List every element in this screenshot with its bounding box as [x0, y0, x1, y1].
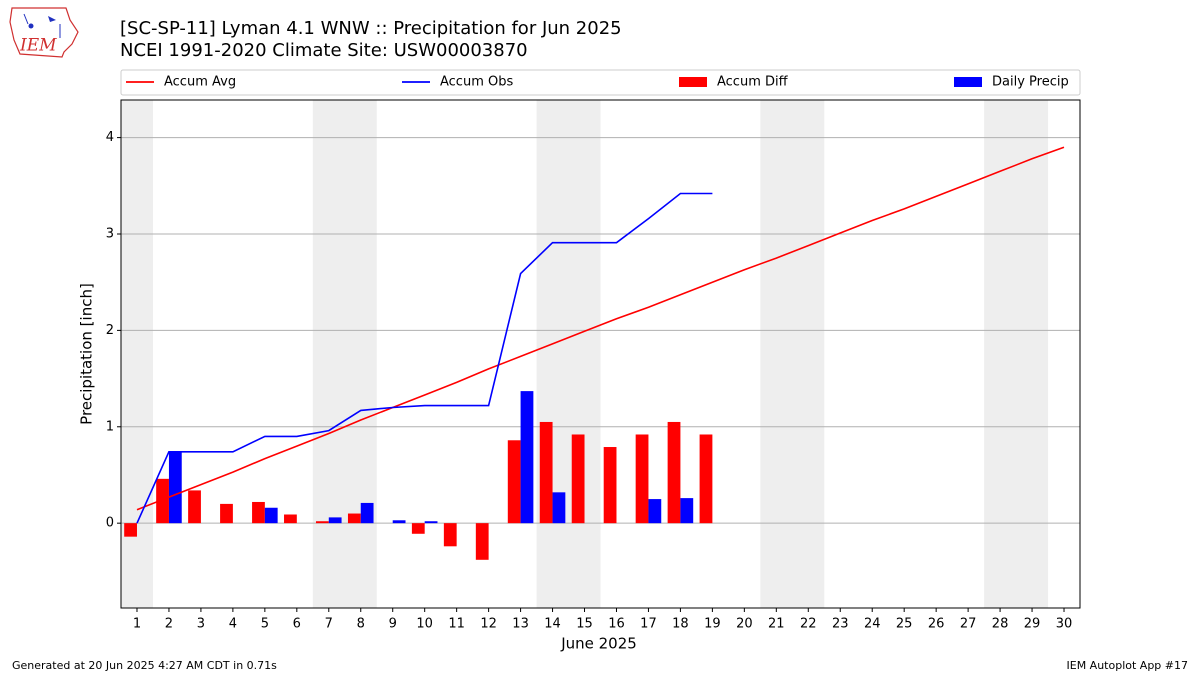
bar [264, 507, 278, 524]
x-tick-label: 9 [389, 617, 397, 632]
x-tick-label: 4 [229, 617, 237, 632]
bar [475, 523, 489, 560]
bar [347, 513, 361, 524]
x-tick-label: 23 [832, 617, 849, 632]
chart-title: [SC-SP-11] Lyman 4.1 WNW :: Precipitatio… [120, 18, 622, 39]
bar [168, 451, 182, 524]
y-tick-label: 4 [106, 130, 114, 145]
bar [328, 517, 342, 524]
bar [188, 490, 201, 524]
x-tick-label: 10 [416, 617, 433, 632]
x-tick-label: 22 [800, 617, 817, 632]
legend-label: Accum Diff [717, 75, 789, 90]
y-tick-label: 0 [106, 516, 114, 531]
bar [360, 502, 374, 524]
x-tick-label: 17 [640, 617, 657, 632]
weekend-shade [760, 100, 825, 608]
logo: IEM [9, 7, 79, 58]
x-tick-label: 2 [165, 617, 173, 632]
y-tick-label: 3 [106, 226, 114, 241]
x-tick-label: 16 [608, 617, 625, 632]
x-tick-label: 13 [512, 617, 529, 632]
footer-left: Generated at 20 Jun 2025 4:27 AM CDT in … [12, 659, 277, 672]
bar [539, 421, 553, 524]
weekend-shade [312, 100, 377, 608]
legend-swatch [679, 77, 707, 87]
x-tick-label: 14 [544, 617, 561, 632]
x-tick-label: 8 [357, 617, 365, 632]
logo-text: IEM [19, 36, 57, 56]
legend-label: Accum Avg [164, 75, 236, 90]
bar [220, 503, 233, 524]
y-tick-label: 2 [106, 323, 114, 338]
line [136, 192, 713, 524]
x-tick-label: 30 [1056, 617, 1073, 632]
plot-area [121, 100, 1080, 608]
bar [571, 434, 585, 524]
footer-right: IEM Autoplot App #17 [1067, 659, 1189, 672]
bar [552, 492, 566, 524]
bar [699, 434, 713, 524]
legend-label: Daily Precip [992, 75, 1069, 90]
bar [635, 434, 649, 524]
x-tick-label: 11 [448, 617, 465, 632]
x-tick-label: 6 [293, 617, 301, 632]
x-tick-label: 27 [960, 617, 977, 632]
x-tick-label: 19 [704, 617, 721, 632]
x-tick-label: 20 [736, 617, 753, 632]
legend-label: Accum Obs [440, 75, 513, 90]
bar [603, 447, 617, 524]
bar [648, 499, 662, 524]
weekend-shade [536, 100, 601, 608]
bar [507, 440, 521, 524]
bar [424, 521, 438, 524]
x-tick-label: 21 [768, 617, 785, 632]
bar [252, 501, 265, 524]
bar [667, 421, 681, 524]
bar [520, 391, 534, 524]
y-tick-label: 1 [106, 419, 114, 434]
x-tick-label: 15 [576, 617, 593, 632]
legend-box [120, 69, 1081, 96]
chart-subtitle: NCEI 1991-2020 Climate Site: USW00003870 [120, 40, 528, 61]
x-tick-label: 26 [928, 617, 945, 632]
bar [443, 523, 457, 547]
y-axis-label: Precipitation [inch] [78, 283, 96, 425]
x-tick-label: 18 [672, 617, 689, 632]
bar [156, 478, 169, 524]
line [136, 146, 1065, 511]
x-tick-label: 3 [197, 617, 205, 632]
x-tick-label: 25 [896, 617, 913, 632]
x-tick-label: 1 [133, 617, 141, 632]
bar [411, 523, 425, 534]
bar [315, 521, 329, 524]
x-axis-label: June 2025 [560, 635, 637, 653]
x-tick-label: 5 [261, 617, 269, 632]
weekend-shade [984, 100, 1049, 608]
plot-frame [120, 99, 1081, 609]
x-tick-label: 24 [864, 617, 881, 632]
bar [680, 498, 694, 524]
bar [392, 520, 406, 524]
x-tick-label: 28 [992, 617, 1009, 632]
bar [124, 523, 137, 537]
bar [284, 514, 297, 524]
x-tick-label: 7 [325, 617, 333, 632]
x-tick-label: 29 [1024, 617, 1041, 632]
x-tick-label: 12 [480, 617, 497, 632]
legend-swatch [954, 77, 982, 87]
